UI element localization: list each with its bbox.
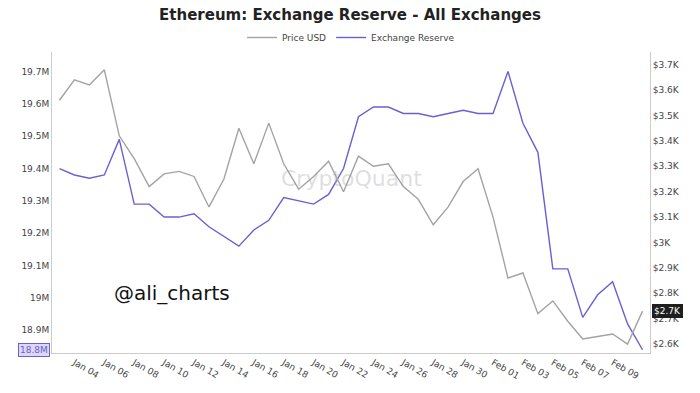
svg-text:CryptoQuant: CryptoQuant: [281, 166, 422, 191]
svg-text:Exchange Reserve: Exchange Reserve: [371, 33, 454, 43]
svg-text:Jan 14: Jan 14: [220, 357, 251, 380]
svg-text:$3K: $3K: [653, 238, 671, 248]
svg-text:Jan 26: Jan 26: [399, 357, 430, 380]
svg-text:Feb 05: Feb 05: [550, 357, 581, 381]
svg-text:Feb 07: Feb 07: [579, 357, 610, 381]
svg-text:$3.5K: $3.5K: [653, 111, 680, 121]
svg-text:Ethereum: Exchange Reserve - A: Ethereum: Exchange Reserve - All Exchang…: [159, 6, 541, 24]
svg-text:Jan 06: Jan 06: [100, 357, 131, 380]
svg-text:Jan 04: Jan 04: [70, 357, 101, 380]
svg-text:$3.2K: $3.2K: [653, 187, 680, 197]
svg-text:19.2M: 19.2M: [21, 228, 49, 238]
svg-text:Jan 18: Jan 18: [280, 357, 311, 380]
svg-text:Jan 12: Jan 12: [190, 357, 220, 380]
svg-text:Jan 24: Jan 24: [369, 357, 400, 380]
svg-text:18.8M: 18.8M: [20, 345, 48, 355]
svg-text:$3.7K: $3.7K: [653, 60, 680, 70]
svg-text:Jan 16: Jan 16: [250, 357, 281, 380]
svg-text:@ali_charts: @ali_charts: [114, 281, 230, 305]
svg-text:$2.6K: $2.6K: [653, 339, 680, 349]
svg-text:19.1M: 19.1M: [21, 261, 49, 271]
svg-text:Feb 01: Feb 01: [490, 357, 521, 381]
svg-text:$2.7K: $2.7K: [654, 306, 681, 316]
svg-text:Jan 08: Jan 08: [130, 357, 161, 380]
svg-text:19M: 19M: [30, 293, 49, 303]
svg-text:Feb 03: Feb 03: [520, 357, 551, 381]
svg-text:Jan 30: Jan 30: [459, 357, 490, 380]
svg-text:19.6M: 19.6M: [21, 99, 49, 109]
svg-text:18.9M: 18.9M: [21, 325, 49, 335]
svg-text:$3.6K: $3.6K: [653, 85, 680, 95]
svg-text:19.7M: 19.7M: [21, 67, 49, 77]
svg-text:Jan 28: Jan 28: [429, 357, 460, 380]
svg-text:$2.7K: $2.7K: [653, 314, 680, 324]
svg-text:$3.3K: $3.3K: [653, 161, 680, 171]
svg-text:Jan 10: Jan 10: [160, 357, 191, 380]
svg-text:Jan 20: Jan 20: [310, 357, 341, 380]
svg-text:$2.9K: $2.9K: [653, 263, 680, 273]
svg-text:Jan 22: Jan 22: [339, 357, 369, 380]
svg-text:$2.8K: $2.8K: [653, 288, 680, 298]
svg-text:19.4M: 19.4M: [21, 164, 49, 174]
svg-text:19.5M: 19.5M: [21, 131, 49, 141]
svg-text:Price USD: Price USD: [282, 33, 326, 43]
svg-text:$3.4K: $3.4K: [653, 136, 680, 146]
svg-text:19.3M: 19.3M: [21, 196, 49, 206]
svg-text:Feb 09: Feb 09: [609, 357, 640, 381]
svg-text:$3.1K: $3.1K: [653, 212, 680, 222]
